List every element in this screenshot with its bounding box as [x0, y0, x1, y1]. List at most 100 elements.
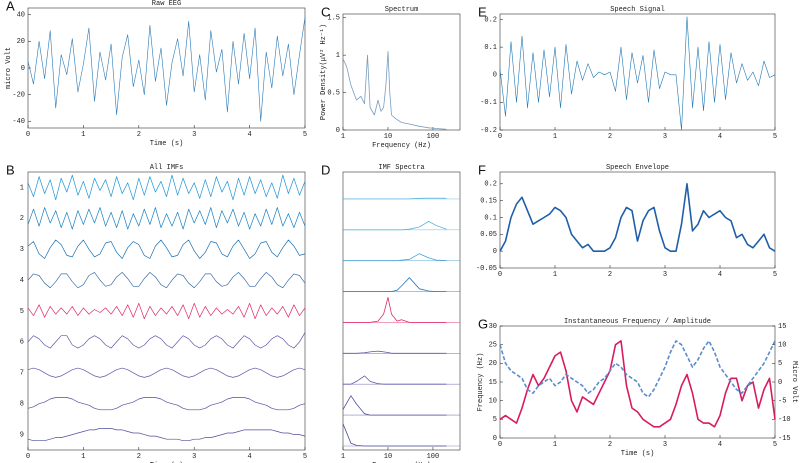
x-tick-label: 1 [553, 271, 557, 279]
x-tick-label: 4 [718, 441, 722, 449]
x-tick-label: 4 [247, 131, 251, 139]
x-tick-label: 3 [663, 133, 667, 141]
x-tick-label: 2 [608, 133, 612, 141]
series-line [499, 340, 776, 428]
imf-line [343, 277, 447, 292]
imf-line [27, 428, 306, 442]
x-tick-label: 10 [384, 133, 392, 141]
x-tick-label: 5 [773, 271, 777, 279]
x-tick-label: 1 [341, 133, 345, 141]
x-tick-label: 2 [137, 131, 141, 139]
x-tick-label: 3 [663, 271, 667, 279]
imf-line [27, 174, 306, 201]
band-label: 5 [20, 308, 24, 316]
y-tick-label: 25 [489, 342, 497, 350]
series-line [499, 340, 776, 398]
x-tick-label: 3 [192, 453, 196, 461]
x-tick-label: 1 [341, 453, 345, 461]
x-tick-label: 1 [553, 441, 557, 449]
y-tick-label: 1.5 [327, 15, 340, 23]
y2-tick-label: -15 [778, 435, 791, 443]
panel-label: F [478, 162, 486, 177]
signal-line [27, 17, 306, 122]
y2-tick-label: 0 [778, 379, 782, 387]
plot-frame [342, 171, 461, 451]
x-tick-label: 2 [608, 441, 612, 449]
signal-line [499, 16, 776, 131]
plot-frame [499, 13, 776, 131]
y-tick-label: 0 [493, 248, 497, 256]
chart-title: Instantaneous Frequency / Amplitude [564, 318, 711, 326]
y2-tick-label: 10 [778, 342, 786, 350]
plot-frame [27, 171, 306, 451]
chart-title: Spectrum [385, 6, 419, 14]
y-tick-label: -0.05 [476, 265, 497, 273]
y-tick-label: 0.5 [327, 89, 340, 97]
band-label: 9 [20, 431, 24, 439]
x-axis-label: Frequency (Hz) [372, 462, 431, 463]
x-tick-label: 1 [81, 453, 85, 461]
y-tick-label: 1 [336, 52, 340, 60]
x-axis-label: Time (s) [150, 140, 184, 148]
y-tick-label: -0.2 [480, 127, 497, 135]
x-tick-label: 4 [718, 133, 722, 141]
x-tick-label: 0 [498, 271, 502, 279]
band-label: 8 [20, 401, 24, 409]
y-tick-label: 20 [17, 38, 25, 46]
panel-label: A [6, 0, 15, 13]
y-tick-label: 5 [493, 416, 497, 424]
y-tick-label: 10 [489, 398, 497, 406]
x-tick-label: 5 [303, 453, 307, 461]
imf-line [27, 239, 306, 259]
x-tick-label: 2 [608, 271, 612, 279]
signal-line [342, 51, 447, 130]
plot-frame [342, 13, 461, 131]
y-tick-label: -20 [12, 92, 25, 100]
y-tick-label: -0.1 [480, 99, 497, 107]
y2-tick-label: 5 [778, 360, 782, 368]
x-axis-label: Time (s) [621, 450, 655, 458]
imf-line [343, 221, 447, 231]
chart-title: All IMFs [150, 164, 184, 172]
x-tick-label: 100 [427, 453, 440, 461]
imf-line [27, 397, 306, 411]
y-tick-label: 0.1 [484, 214, 497, 222]
x-tick-label: 3 [192, 131, 196, 139]
y-tick-label: 0 [493, 435, 497, 443]
imf-line [343, 350, 447, 354]
imf-line [27, 367, 306, 378]
x-axis-label: Time (s) [150, 462, 184, 463]
y-tick-label: 0.05 [480, 231, 497, 239]
panel-label: E [478, 4, 487, 19]
imf-line [27, 207, 306, 230]
y2-tick-label: -5 [778, 398, 786, 406]
panel-label: B [6, 162, 15, 177]
y2-tick-label: -10 [778, 416, 791, 424]
y-tick-label: 0.2 [484, 16, 497, 24]
imf-line [343, 197, 447, 200]
panel-label: C [321, 4, 330, 19]
x-tick-label: 0 [498, 133, 502, 141]
plot-frame [27, 7, 306, 129]
band-label: 2 [20, 215, 24, 223]
chart-title: Speech Signal [610, 6, 665, 14]
x-tick-label: 10 [384, 453, 392, 461]
y-tick-label: 0 [336, 127, 340, 135]
x-tick-label: 2 [137, 453, 141, 461]
band-label: 6 [20, 339, 24, 347]
y-tick-label: 0.1 [484, 44, 497, 52]
imf-line [343, 375, 447, 385]
chart-title: IMF Spectra [378, 164, 424, 172]
x-tick-label: 100 [427, 133, 440, 141]
imf-line [342, 395, 447, 416]
x-tick-label: 1 [553, 133, 557, 141]
y-tick-label: 0 [21, 65, 25, 73]
panel-label: G [478, 316, 488, 331]
y2-axis-label: Micro Volt [790, 361, 798, 403]
y-tick-label: -40 [12, 118, 25, 126]
y-tick-label: 0.15 [480, 197, 497, 205]
x-tick-label: 5 [303, 131, 307, 139]
imf-line [343, 253, 447, 262]
y-tick-label: 0 [493, 72, 497, 80]
